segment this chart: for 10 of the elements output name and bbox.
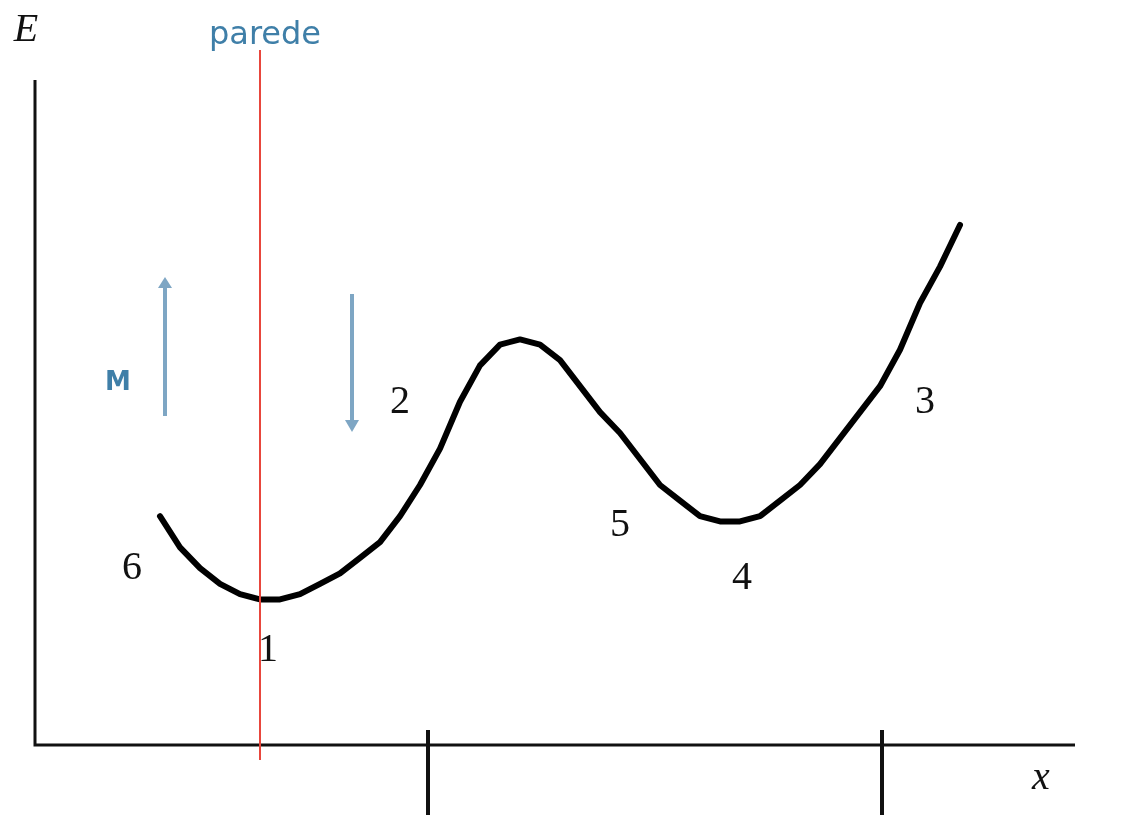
text: M [105, 365, 131, 396]
text: 6 [122, 542, 142, 588]
annotation: 3 [915, 376, 935, 422]
x-axis-title: x [1032, 752, 1050, 799]
annotation: 2 [390, 376, 410, 422]
annotation: 1 [258, 624, 278, 670]
text: parede [208, 14, 322, 53]
annotation: 5 [610, 499, 630, 545]
annotation: 4 [732, 552, 752, 598]
text: E [12, 4, 39, 50]
